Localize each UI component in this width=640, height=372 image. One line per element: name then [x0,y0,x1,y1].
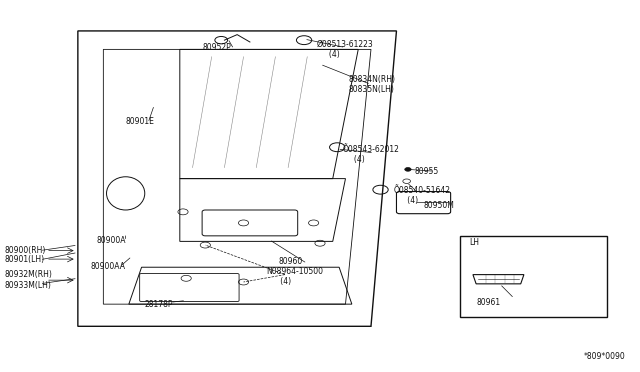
Bar [460,236,607,317]
Text: 80960: 80960 [278,257,303,266]
Text: Ø08513-61223
     (4): Ø08513-61223 (4) [317,40,374,59]
Text: Õ08540-51642
      (4): Õ08540-51642 (4) [394,186,451,205]
Text: 80901E: 80901E [125,117,154,126]
Text: 80900A: 80900A [97,236,127,245]
Text: 80952P: 80952P [202,43,231,52]
Text: 80932M(RH)
80933M(LH): 80932M(RH) 80933M(LH) [4,270,52,290]
Text: 80955: 80955 [414,167,438,176]
Text: 80950M: 80950M [424,201,455,210]
Text: 80900AA: 80900AA [91,262,125,271]
Text: Õ08543-62012
     (4): Õ08543-62012 (4) [342,145,399,164]
Text: *809*0090: *809*0090 [584,352,626,361]
Text: 80900(RH): 80900(RH) [4,246,46,255]
Text: 80961: 80961 [477,298,501,307]
Text: 80834N(RH)
80835N(LH): 80834N(RH) 80835N(LH) [349,75,396,94]
Text: N08964-10500
      (4): N08964-10500 (4) [266,267,323,286]
Text: 28178P: 28178P [145,300,173,309]
Circle shape [404,167,411,171]
Text: LH: LH [470,238,480,247]
Text: 80901(LH): 80901(LH) [4,254,45,264]
